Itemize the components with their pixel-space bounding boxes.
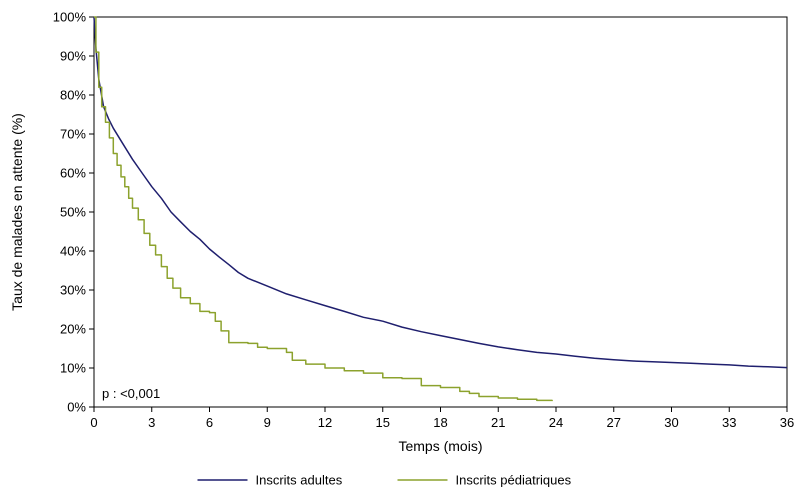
x-tick-label: 0: [90, 415, 97, 430]
x-tick-label: 27: [607, 415, 621, 430]
x-tick-label: 6: [206, 415, 213, 430]
x-tick-label: 3: [148, 415, 155, 430]
series-line-pediatriques: [94, 16, 553, 402]
x-tick-label: 18: [433, 415, 447, 430]
legend-label: Inscrits adultes: [256, 473, 343, 488]
x-axis-title: Temps (mois): [398, 438, 482, 454]
y-tick-label: 50%: [60, 205, 86, 220]
y-tick-label: 20%: [60, 322, 86, 337]
y-tick-label: 100%: [53, 10, 87, 25]
legend-label: Inscrits pédiatriques: [456, 473, 572, 488]
x-tick-label: 33: [722, 415, 736, 430]
y-tick-label: 60%: [60, 166, 86, 181]
y-tick-label: 70%: [60, 127, 86, 142]
series-line-adultes: [93, 16, 788, 369]
x-tick-label: 12: [318, 415, 332, 430]
p-value-annotation: p : <0,001: [102, 386, 160, 401]
y-tick-label: 40%: [60, 244, 86, 259]
y-tick-label: 10%: [60, 361, 86, 376]
y-tick-label: 0%: [67, 400, 86, 415]
legend: Inscrits adultes Inscrits pédiatriques: [197, 473, 572, 488]
y-tick-label: 80%: [60, 88, 86, 103]
x-tick-label: 15: [376, 415, 390, 430]
x-tick-label: 24: [549, 415, 563, 430]
plot-frame: [93, 16, 788, 408]
x-tick-label: 9: [264, 415, 271, 430]
y-axis-title: Taux de malades en attente (%): [9, 113, 25, 311]
y-tick-label: 30%: [60, 283, 86, 298]
x-tick-label: 30: [664, 415, 678, 430]
y-tick-label: 90%: [60, 49, 86, 64]
x-tick-label: 36: [780, 415, 794, 430]
x-tick-label: 21: [491, 415, 505, 430]
x-axis: 0 3 6 9 12 15 18 21 24 27 30 33 36: [90, 407, 794, 430]
y-axis: 0% 10% 20% 30% 40% 50% 60% 70% 80% 90% 100%: [53, 10, 94, 415]
series-layer: [93, 16, 788, 402]
